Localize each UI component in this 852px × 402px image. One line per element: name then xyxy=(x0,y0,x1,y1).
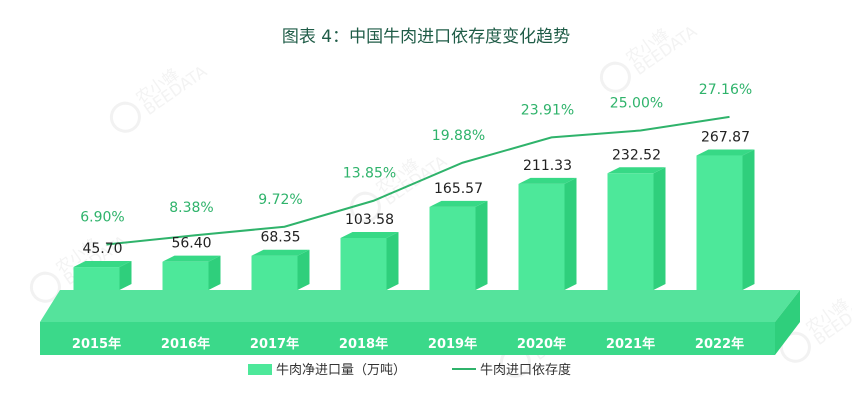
x-tick-label: 2020年 xyxy=(517,336,566,352)
bar-front xyxy=(73,267,120,290)
x-tick-label: 2017年 xyxy=(250,336,299,352)
bar-top xyxy=(251,249,310,256)
bar-top xyxy=(518,177,577,184)
bar-side xyxy=(564,177,577,290)
base-side-face xyxy=(775,290,800,355)
line-point-label: 9.72% xyxy=(258,192,302,208)
bar-value-label: 211.33 xyxy=(523,158,572,174)
bar-value-label: 165.57 xyxy=(434,181,483,197)
line-point-label: 25.00% xyxy=(610,96,663,112)
legend-bar-swatch xyxy=(248,364,272,375)
base-front-face xyxy=(40,322,775,355)
x-tick-label: 2018年 xyxy=(339,336,388,352)
x-tick-label: 2022年 xyxy=(695,336,744,352)
line-point-label: 8.38% xyxy=(169,200,213,216)
bar-front xyxy=(340,238,387,290)
bar-value-label: 267.87 xyxy=(701,130,750,146)
line-point-label: 23.91% xyxy=(521,102,574,118)
x-tick-label: 2019年 xyxy=(428,336,477,352)
bar-2016年 xyxy=(162,255,221,290)
bar-front xyxy=(607,173,654,290)
bar-side xyxy=(297,249,310,290)
line-point-label: 6.90% xyxy=(80,210,124,226)
watermark-bee-icon xyxy=(29,271,61,303)
legend-line-label: 牛肉进口依存度 xyxy=(480,362,571,378)
bar-top xyxy=(607,167,666,174)
chart-title: 图表 4：中国牛肉进口依存度变化趋势 xyxy=(282,27,570,47)
base-top-face xyxy=(40,290,800,322)
bar-2019年 xyxy=(429,200,488,290)
bar-side xyxy=(742,149,755,290)
chart-base-platform xyxy=(40,290,800,355)
bar-value-label: 56.40 xyxy=(171,236,211,252)
bar-side xyxy=(386,232,399,290)
watermark-bee-icon xyxy=(599,61,631,93)
bar-front xyxy=(696,155,743,290)
bar-value-label: 68.35 xyxy=(260,230,300,246)
bar-2022年 xyxy=(696,149,755,290)
legend: 牛肉净进口量（万吨） 牛肉进口依存度 xyxy=(248,362,571,378)
bar-front xyxy=(162,261,209,290)
x-tick-label: 2015年 xyxy=(72,336,121,352)
bar-side xyxy=(208,255,221,290)
bar-top xyxy=(429,200,488,207)
line-layer xyxy=(106,115,730,246)
bar-side xyxy=(119,261,132,290)
bar-value-label: 232.52 xyxy=(612,147,661,163)
x-tick-label: 2016年 xyxy=(161,336,210,352)
bar-top xyxy=(696,149,755,156)
bar-front xyxy=(251,255,298,290)
bar-2018年 xyxy=(340,232,399,290)
bar-2017年 xyxy=(251,249,310,290)
bar-2021年 xyxy=(607,167,666,290)
bar-2020年 xyxy=(518,177,577,290)
line-series-import-dependency xyxy=(106,115,730,246)
x-tick-label: 2021年 xyxy=(606,336,655,352)
bar-front xyxy=(518,183,565,290)
bars-layer xyxy=(73,149,755,290)
labels-layer: 45.70 2015年 56.40 2016年 68.35 2017年 103.58 2018… xyxy=(72,82,752,352)
bar-side xyxy=(653,167,666,290)
bar-2015年 xyxy=(73,261,132,290)
bar-top xyxy=(340,232,399,239)
bar-top xyxy=(162,255,221,262)
bar-top xyxy=(73,261,132,268)
bar-value-label: 45.70 xyxy=(82,241,122,257)
bar-front xyxy=(429,206,476,290)
line-point-label: 27.16% xyxy=(699,82,752,98)
line-point-label: 13.85% xyxy=(343,166,396,182)
legend-bar-label: 牛肉净进口量（万吨） xyxy=(276,363,406,378)
watermark-bee-icon xyxy=(109,101,141,133)
bar-value-label: 103.58 xyxy=(345,212,394,228)
bar-side xyxy=(475,200,488,290)
line-point-label: 19.88% xyxy=(432,128,485,144)
